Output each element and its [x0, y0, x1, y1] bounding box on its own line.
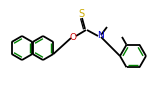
Text: N: N [97, 30, 103, 39]
Text: S: S [78, 9, 84, 19]
Text: O: O [69, 33, 76, 41]
